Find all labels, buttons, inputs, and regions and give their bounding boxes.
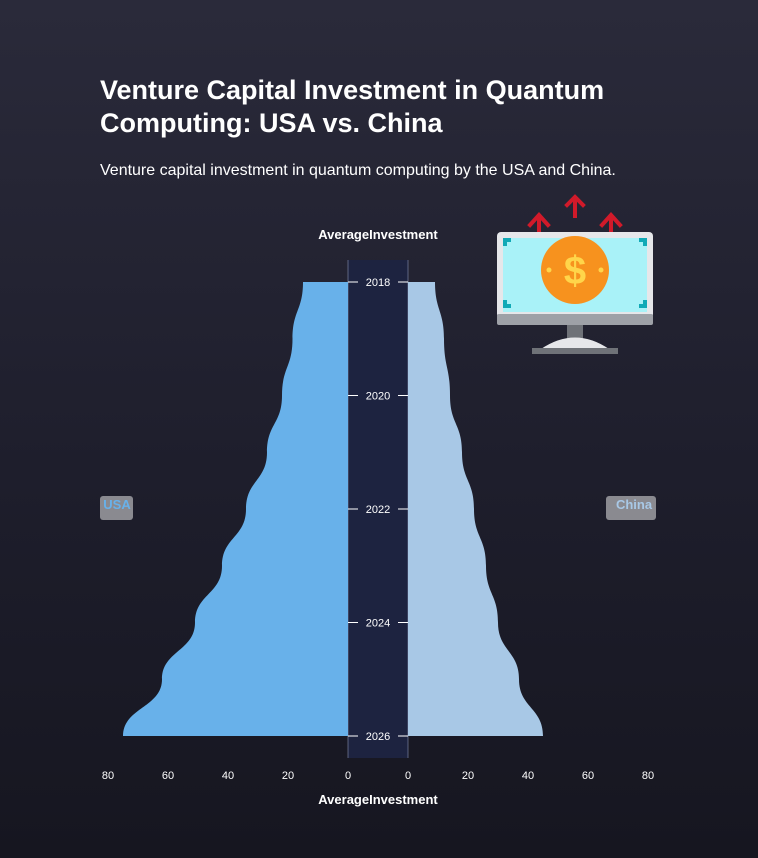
x-tick-label-right: 40 <box>522 770 534 782</box>
usa-label-text: USA <box>103 497 131 512</box>
year-tick-label: 2026 <box>366 731 390 743</box>
china-label-text: China <box>616 497 653 512</box>
x-tick-label-left: 20 <box>282 770 294 782</box>
china-area <box>408 282 543 736</box>
usa-legend-label: USA <box>100 496 133 520</box>
x-tick-label-right: 80 <box>642 770 654 782</box>
x-tick-label-right: 0 <box>405 770 411 782</box>
usa-area <box>123 282 348 736</box>
x-tick-label-left: 80 <box>102 770 114 782</box>
usa-label-box <box>100 496 133 520</box>
year-tick-label: 2024 <box>366 618 390 630</box>
year-tick-label: 2018 <box>366 277 390 289</box>
x-axis-label: AverageInvestment <box>318 792 438 807</box>
china-legend-label: China <box>606 496 656 520</box>
chart-subtitle: Venture capital investment in quantum co… <box>100 162 616 179</box>
x-tick-label-left: 0 <box>345 770 351 782</box>
x-tick-label-left: 60 <box>162 770 174 782</box>
year-tick-label: 2020 <box>366 391 390 403</box>
svg-text:$: $ <box>564 249 586 293</box>
center-axis-label: AverageInvestment <box>318 227 438 242</box>
chart-title: Venture Capital Investment in Quantum Co… <box>100 75 605 138</box>
year-tick-label: 2022 <box>366 504 390 516</box>
x-tick-label-left: 40 <box>222 770 234 782</box>
money-growth-monitor-icon: $ <box>497 194 653 354</box>
x-tick-label-right: 60 <box>582 770 594 782</box>
china-label-box <box>606 496 656 520</box>
x-tick-label-right: 20 <box>462 770 474 782</box>
dollar-coin-icon <box>541 236 609 304</box>
